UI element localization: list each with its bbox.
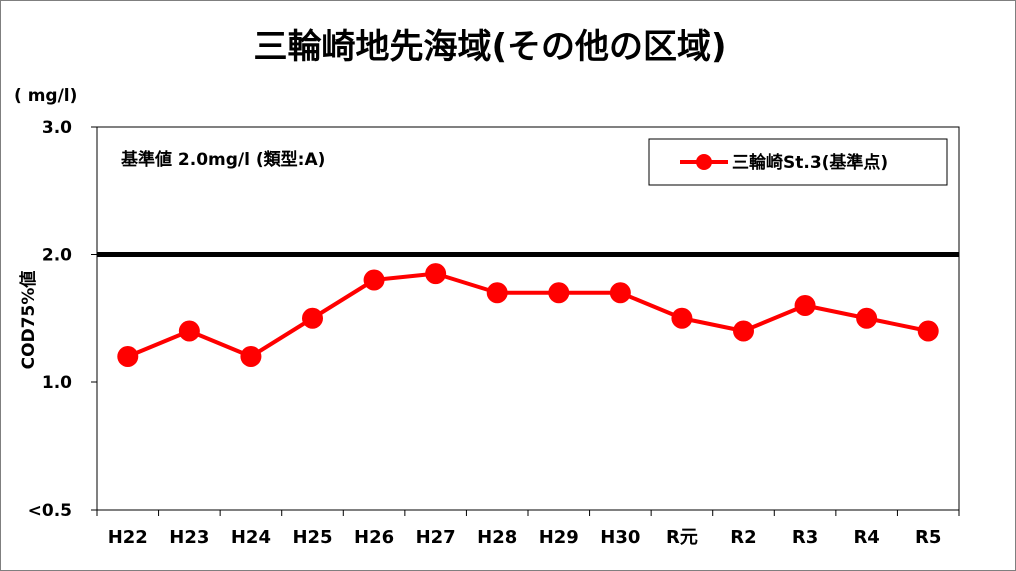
series-line	[127, 271, 929, 359]
data-point	[917, 320, 939, 342]
x-tick-label: R4	[853, 527, 879, 548]
x-tick-label: H26	[354, 527, 394, 548]
data-point	[117, 346, 139, 367]
x-tick-label: H24	[231, 527, 271, 548]
data-point	[548, 282, 570, 304]
data-point	[856, 307, 878, 329]
data-point	[178, 320, 200, 342]
y-tick-label: 3.0	[42, 118, 72, 138]
y-tick-label: 1.0	[42, 373, 72, 393]
data-point	[363, 269, 385, 291]
y-axis-ticks: <0.5 1.0 2.0 3.0	[28, 118, 97, 521]
y-tick-label: 2.0	[42, 246, 72, 266]
y-tick-label: <0.5	[28, 501, 72, 521]
data-point	[425, 263, 447, 285]
data-point	[794, 295, 816, 316]
data-point	[302, 307, 323, 329]
plot-area	[96, 126, 960, 511]
legend-label: 三輪崎St.3(基準点)	[732, 152, 888, 173]
x-axis-ticks: H22 H23 H24 H25 H26 H27 H28 H29 H30 R元 R2 R3 R4 R5	[96, 510, 960, 548]
y-axis-label: COD75%値	[18, 271, 39, 370]
x-tick-label: H23	[169, 527, 209, 548]
standard-note: 基準値 2.0mg/l (類型:A)	[120, 149, 325, 170]
data-point	[240, 346, 262, 367]
legend-marker	[696, 154, 712, 170]
x-tick-label: R2	[730, 527, 756, 548]
data-point	[671, 307, 693, 329]
x-tick-label: H25	[292, 527, 332, 548]
legend: 三輪崎St.3(基準点)	[648, 138, 948, 186]
y-unit-label: ( mg/l)	[14, 86, 77, 106]
x-tick-label: H22	[108, 527, 148, 548]
x-tick-label: H30	[600, 527, 640, 548]
data-point	[733, 320, 754, 342]
x-tick-label: H29	[539, 527, 579, 548]
series-group	[117, 263, 939, 367]
chart-title: 三輪崎地先海域(その他の区域)	[253, 27, 726, 67]
data-point	[486, 282, 508, 304]
x-tick-label: R5	[915, 527, 941, 548]
data-point	[609, 282, 631, 304]
x-tick-label: R3	[792, 527, 818, 548]
x-tick-label: R元	[666, 527, 698, 548]
x-tick-label: H27	[416, 527, 456, 548]
x-tick-label: H28	[477, 527, 517, 548]
